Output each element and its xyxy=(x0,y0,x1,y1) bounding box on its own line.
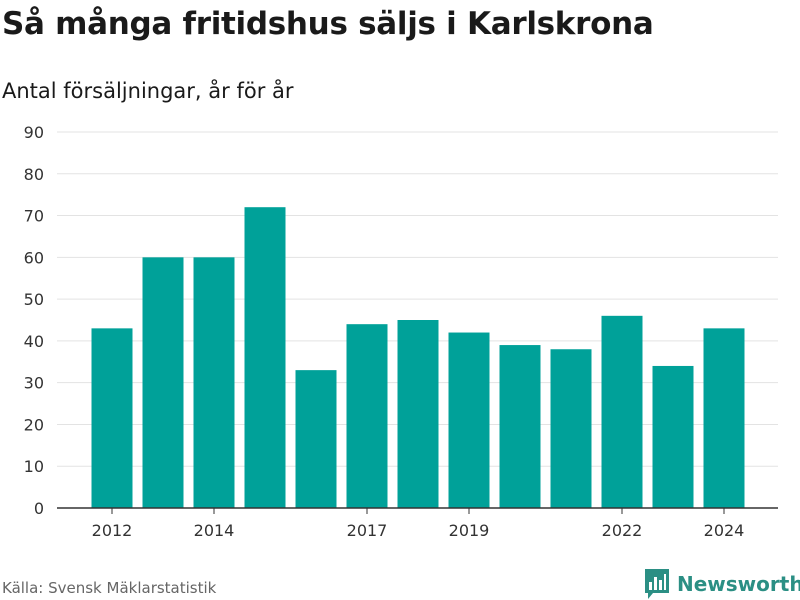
bar-2017 xyxy=(346,324,388,508)
bar-chart: 0 10 20 30 40 50 60 70 80 90 2012 2014 2017 2019 2022… xyxy=(24,123,778,540)
newsworthy-chart-icon xyxy=(645,569,669,599)
bar-2016 xyxy=(295,370,337,508)
bar-2021 xyxy=(550,349,592,508)
y-tick-label: 80 xyxy=(24,165,44,184)
bar-2023 xyxy=(652,365,694,508)
chart-subtitle: Antal försäljningar, år för år xyxy=(2,79,294,103)
y-tick-label: 0 xyxy=(34,499,44,518)
y-tick-label: 50 xyxy=(24,290,44,309)
bar-2018 xyxy=(397,320,439,508)
y-tick-label: 10 xyxy=(24,457,44,476)
x-tick-label: 2017 xyxy=(347,521,388,540)
bar-2012 xyxy=(91,328,133,508)
chart-title: Så många fritidshus säljs i Karlskrona xyxy=(2,6,654,42)
y-tick-label: 40 xyxy=(24,332,44,351)
bar-2024 xyxy=(703,328,745,508)
brand-name: Newsworthy xyxy=(677,572,800,596)
bar-2020 xyxy=(499,345,541,508)
y-axis-ticks: 0 10 20 30 40 50 60 70 80 90 xyxy=(24,123,44,518)
bars xyxy=(91,207,745,508)
brand-logo: Newsworthy xyxy=(645,569,800,599)
y-tick-label: 20 xyxy=(24,415,44,434)
x-axis-ticks: 2012 2014 2017 2019 2022 2024 xyxy=(92,508,745,540)
x-tick-label: 2012 xyxy=(92,521,133,540)
bar-2015 xyxy=(244,207,286,508)
source-note: Källa: Svensk Mäklarstatistik xyxy=(2,579,217,597)
y-tick-label: 30 xyxy=(24,374,44,393)
y-tick-label: 90 xyxy=(24,123,44,142)
y-tick-label: 70 xyxy=(24,207,44,226)
x-tick-label: 2022 xyxy=(602,521,643,540)
bar-2022 xyxy=(601,315,643,508)
x-tick-label: 2024 xyxy=(704,521,745,540)
x-tick-label: 2019 xyxy=(449,521,490,540)
x-tick-label: 2014 xyxy=(194,521,235,540)
bar-2019 xyxy=(448,332,490,508)
bar-2014 xyxy=(193,257,235,508)
bar-2013 xyxy=(142,257,184,508)
y-tick-label: 60 xyxy=(24,248,44,267)
